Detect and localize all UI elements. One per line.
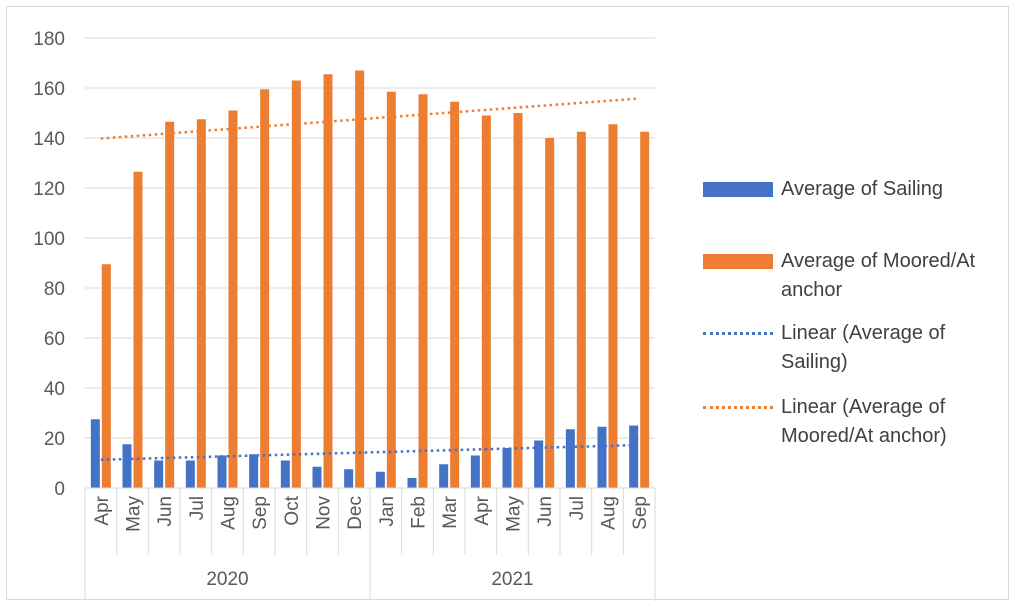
- bar-sailing: [249, 454, 259, 488]
- legend-swatch-linear-sailing: [701, 319, 775, 348]
- y-tick-label: 120: [33, 179, 65, 200]
- trendline-moored: [100, 97, 640, 140]
- x-tick-label: Sep: [250, 496, 271, 530]
- x-tick-label: Aug: [219, 496, 240, 530]
- bar-sailing: [90, 419, 100, 488]
- x-tick-label: Jan: [377, 496, 398, 527]
- bar-sailing: [185, 460, 195, 488]
- chart-plot: 0 20 40 60 80 100 120 140 160 180 Apr May Jun Jul Aug S…: [33, 29, 656, 601]
- bar-sailing: [534, 440, 544, 488]
- bar-moored: [355, 70, 365, 488]
- legend-label-linear-sailing: Linear (Average of Sailing): [781, 322, 946, 373]
- x-tick-label: Apr: [472, 495, 493, 525]
- y-tick-label: 20: [44, 429, 65, 450]
- bar-sailing: [407, 478, 417, 488]
- bar-moored: [513, 113, 523, 488]
- y-tick-label: 100: [33, 229, 65, 250]
- legend-label-sailing: Average of Sailing: [781, 178, 943, 200]
- bar-sailing: [502, 448, 512, 488]
- legend-item-moored: Average of Moored/At anchor: [701, 247, 1011, 305]
- bar-moored: [576, 131, 586, 488]
- bar-moored: [450, 101, 460, 488]
- legend-swatch-moored: [701, 247, 775, 276]
- y-tick-label: 180: [33, 29, 65, 50]
- legend-label-linear-moored: Linear (Average of Moored/At anchor): [781, 396, 947, 447]
- y-tick-label: 60: [44, 329, 65, 350]
- bar-moored: [640, 131, 650, 488]
- x-tick-label: May: [124, 496, 145, 532]
- legend-swatch-sailing: [701, 175, 775, 204]
- bar-moored: [260, 89, 270, 488]
- bar-sailing: [565, 429, 575, 488]
- trendline-sailing: [100, 443, 640, 461]
- group-label: 2021: [491, 569, 533, 590]
- x-tick-label: Oct: [282, 495, 303, 525]
- legend-item-linear-sailing: Linear (Average of Sailing): [701, 319, 1011, 377]
- group-label: 2020: [206, 569, 248, 590]
- chart-frame: 0 20 40 60 80 100 120 140 160 180 Apr May Jun Jul Aug S…: [6, 6, 1011, 601]
- bar-sailing: [122, 444, 132, 488]
- y-tick-label: 160: [33, 79, 65, 100]
- legend-label-moored: Average of Moored/At anchor: [781, 250, 976, 301]
- y-tick-label: 0: [54, 479, 65, 500]
- bar-sailing: [597, 426, 607, 488]
- x-tick-label: Jul: [567, 496, 588, 520]
- bar-sailing: [344, 469, 354, 488]
- x-tick-label: Feb: [409, 496, 430, 529]
- legend-swatch-linear-moored: [701, 393, 775, 422]
- x-tick-label: Aug: [599, 496, 620, 530]
- x-tick-label: Jun: [535, 496, 556, 527]
- bar-moored: [418, 94, 428, 488]
- y-tick-label: 140: [33, 129, 65, 150]
- x-tick-label: Nov: [314, 496, 335, 530]
- bar-sailing: [312, 466, 322, 488]
- legend-item-sailing: Average of Sailing: [701, 175, 1011, 204]
- bar-moored: [386, 91, 396, 488]
- bar-moored: [323, 74, 333, 488]
- bar-sailing: [439, 464, 449, 488]
- x-tick-label: Jun: [155, 496, 176, 527]
- bar-sailing: [629, 425, 639, 488]
- bar-sailing: [154, 460, 164, 488]
- bar-moored: [608, 124, 618, 488]
- bar-moored: [165, 121, 175, 488]
- bar-moored: [101, 264, 111, 488]
- x-tick-label: Sep: [630, 496, 651, 530]
- bar-moored: [545, 138, 555, 488]
- bar-sailing: [280, 460, 290, 488]
- bar-moored: [481, 115, 491, 488]
- x-tick-label: Apr: [92, 495, 113, 525]
- bar-sailing: [217, 455, 227, 488]
- y-tick-label: 40: [44, 379, 65, 400]
- bar-moored: [228, 110, 238, 488]
- x-tick-label: Mar: [440, 495, 461, 528]
- x-tick-label: May: [504, 496, 525, 532]
- bar-moored: [291, 80, 301, 488]
- x-tick-label: Jul: [187, 496, 208, 520]
- bar-sailing: [470, 455, 480, 488]
- y-tick-label: 80: [44, 279, 65, 300]
- x-tick-label: Dec: [345, 496, 366, 530]
- bar-sailing: [375, 471, 385, 488]
- legend-item-linear-moored: Linear (Average of Moored/At anchor): [701, 393, 1011, 451]
- bar-moored: [133, 171, 143, 488]
- bar-moored: [196, 119, 206, 488]
